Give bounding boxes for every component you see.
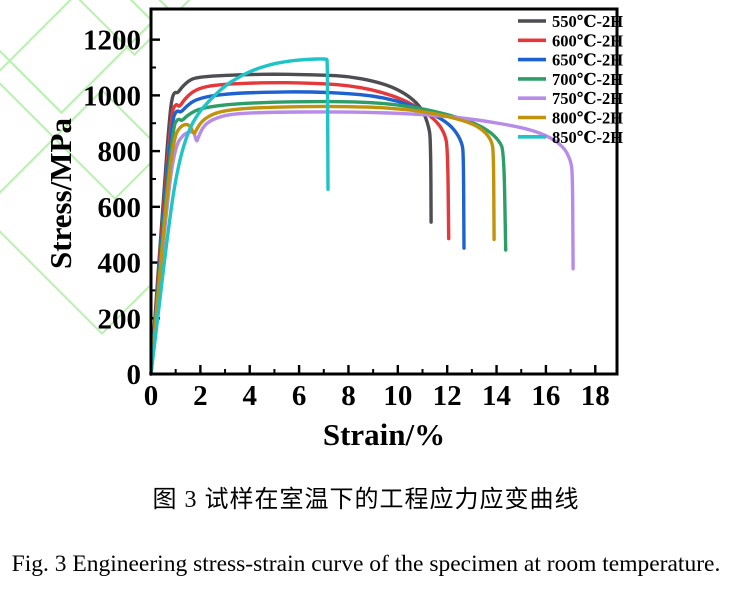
legend-item-label: 550℃-2H	[552, 12, 623, 31]
y-axis-title: Stress/MPa	[43, 118, 78, 269]
curve-8502H	[149, 57, 330, 376]
legend-item-label: 850℃-2H	[552, 128, 623, 147]
legend-item-label: 650℃-2H	[552, 51, 623, 70]
y-tick-label: 400	[98, 248, 142, 280]
x-tick-label: 18	[581, 380, 610, 412]
x-tick-label: 2	[193, 380, 208, 412]
x-tick-label: 14	[482, 380, 511, 412]
y-tick-label: 800	[98, 136, 142, 168]
legend-item-label: 750℃-2H	[552, 89, 623, 108]
plot-frame	[149, 7, 619, 376]
legend-item-label: 800℃-2H	[552, 109, 623, 128]
legend-item-label: 700℃-2H	[552, 70, 623, 89]
x-tick-label: 10	[383, 380, 412, 412]
y-tick-label: 200	[98, 303, 142, 335]
x-tick-label: 6	[292, 380, 307, 412]
curve-6502H	[149, 90, 466, 376]
x-axis-title: Strain/%	[323, 417, 445, 452]
y-tick-label: 600	[98, 192, 142, 224]
x-tick-label: 4	[242, 380, 257, 412]
y-tick-label: 1200	[83, 25, 141, 57]
legend-item-label: 600℃-2H	[552, 31, 623, 50]
caption-chinese: 图 3 试样在室温下的工程应力应变曲线	[152, 487, 580, 513]
stress-strain-chart: 0 2 4 6 8 10 12 14 16 18 0 200 400 600 800 1000 1200 Stra…	[43, 7, 623, 452]
caption-english: Fig. 3 Engineering stress-strain curve o…	[11, 551, 721, 577]
curve-8002H	[149, 104, 496, 376]
x-tick-label: 12	[433, 380, 462, 412]
x-tick-label: 0	[144, 380, 159, 412]
plot-background	[151, 9, 617, 374]
x-tick-label: 8	[341, 380, 356, 412]
y-tick-label: 1000	[83, 80, 141, 112]
curve-7502H	[149, 110, 575, 376]
curve-5502H	[149, 72, 433, 376]
x-tick-label: 16	[531, 380, 560, 412]
y-tick-label: 0	[127, 359, 142, 391]
